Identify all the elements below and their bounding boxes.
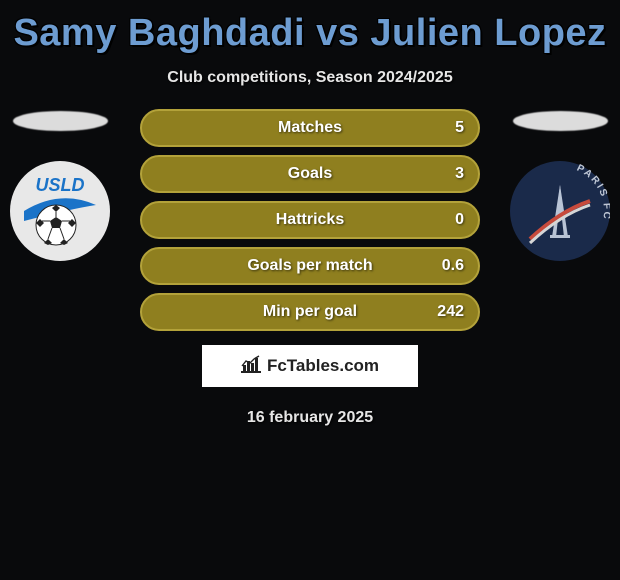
brand-chart-icon	[241, 355, 261, 378]
stat-label: Goals	[288, 165, 332, 183]
stat-value-right: 242	[437, 303, 464, 321]
date-label: 16 february 2025	[0, 409, 620, 427]
club-badge-right: PARIS FC	[510, 161, 610, 261]
page-title: Samy Baghdadi vs Julien Lopez	[0, 0, 620, 55]
left-player-column: USLD	[0, 109, 120, 261]
comparison-panel: USLD	[0, 109, 620, 427]
halo-right	[513, 111, 608, 131]
brand-box[interactable]: FcTables.com	[202, 345, 418, 387]
stat-label: Min per goal	[263, 303, 357, 321]
stat-label: Matches	[278, 119, 342, 137]
stat-label: Hattricks	[276, 211, 344, 229]
stat-value-right: 5	[455, 119, 464, 137]
stat-row: Hattricks 0	[140, 201, 480, 239]
halo-left	[13, 111, 108, 131]
stat-value-right: 0	[455, 211, 464, 229]
stat-row: Matches 5	[140, 109, 480, 147]
stat-row: Goals 3	[140, 155, 480, 193]
stats-list: Matches 5 Goals 3 Hattricks 0 Goals per match 0…	[140, 109, 480, 331]
stat-value-right: 3	[455, 165, 464, 183]
subtitle: Club competitions, Season 2024/2025	[0, 69, 620, 87]
stat-row: Min per goal 242	[140, 293, 480, 331]
club-badge-left: USLD	[10, 161, 110, 261]
stat-label: Goals per match	[247, 257, 372, 275]
svg-text:USLD: USLD	[36, 175, 85, 195]
right-player-column: PARIS FC	[500, 109, 620, 261]
stat-row: Goals per match 0.6	[140, 247, 480, 285]
stat-value-right: 0.6	[442, 257, 464, 275]
brand-label: FcTables.com	[267, 356, 379, 376]
